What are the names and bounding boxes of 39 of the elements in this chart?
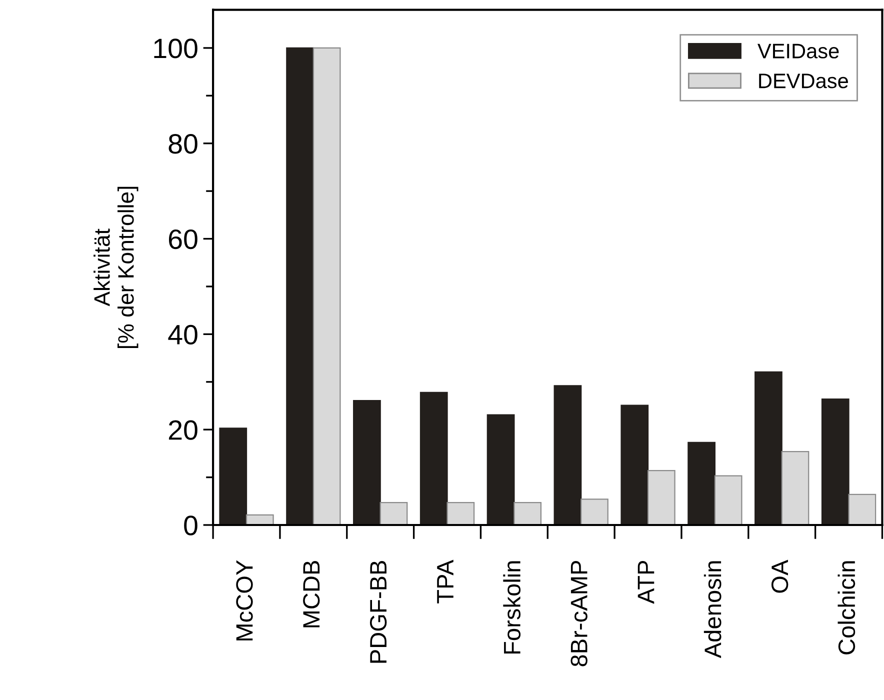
bar bbox=[446, 502, 475, 525]
x-tick-label: Forskolin bbox=[503, 561, 521, 654]
bar bbox=[754, 371, 782, 525]
x-tick-label: 8Br-cAMP bbox=[570, 560, 588, 666]
bar bbox=[246, 514, 274, 525]
bar bbox=[312, 47, 341, 525]
bar bbox=[714, 475, 742, 525]
bar bbox=[353, 400, 381, 525]
bar bbox=[514, 502, 542, 525]
legend-label: DEVDase bbox=[759, 74, 848, 88]
bar bbox=[848, 494, 876, 525]
y-tick-label: 100 bbox=[154, 38, 198, 58]
x-tick-label: MCDB bbox=[303, 560, 320, 628]
y-tick-label: 80 bbox=[168, 134, 198, 154]
x-tick-label: OA bbox=[771, 560, 788, 593]
x-tick-label: PDGF-BB bbox=[370, 560, 387, 663]
y-tick-label: 20 bbox=[168, 420, 198, 440]
x-tick-label: McCOY bbox=[236, 560, 253, 640]
legend-label: VEIDase bbox=[758, 44, 839, 58]
y-tick-label: 60 bbox=[168, 229, 198, 250]
bar bbox=[580, 498, 608, 525]
bar bbox=[647, 470, 676, 525]
bar bbox=[380, 502, 408, 525]
x-tick-label: Colchicin bbox=[838, 561, 856, 654]
bar bbox=[554, 385, 582, 525]
x-tick-label: Adenosin bbox=[704, 561, 722, 658]
bar bbox=[420, 392, 448, 525]
y-tick-label: 40 bbox=[168, 324, 198, 345]
bar bbox=[620, 404, 649, 525]
y-axis-title: Aktivität [% der Kontrolle] bbox=[94, 186, 138, 348]
x-tick-label: TPA bbox=[437, 560, 454, 604]
x-tick-label: ATP bbox=[638, 560, 654, 604]
bar bbox=[781, 450, 810, 525]
bar bbox=[219, 428, 248, 525]
bar bbox=[486, 414, 515, 525]
bar bbox=[286, 47, 314, 525]
bar bbox=[688, 442, 716, 525]
bar bbox=[821, 398, 850, 525]
y-tick-label: 0 bbox=[184, 516, 198, 536]
